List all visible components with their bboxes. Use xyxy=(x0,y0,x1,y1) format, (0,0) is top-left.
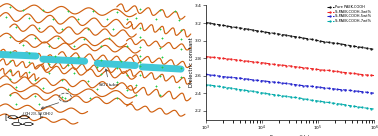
Si-PAEK-COOH-5wt% xyxy=(249,79,253,80)
Pure PAEK-COOH xyxy=(235,27,240,28)
Text: -(CH$_2$)$_3$-Si(OH)$_2$: -(CH$_2$)$_3$-Si(OH)$_2$ xyxy=(22,111,54,118)
Text: [: [ xyxy=(4,114,7,120)
Si-PAEK-COOH-3wt% xyxy=(358,73,362,75)
Text: SiO$_2$ tube: SiO$_2$ tube xyxy=(98,81,120,89)
Si-PAEK-COOH-7wt% xyxy=(249,90,253,92)
Si-PAEK-COOH-3wt% xyxy=(235,59,240,61)
Y-axis label: Dielectric constant: Dielectric constant xyxy=(189,38,194,87)
Si-PAEK-COOH-7wt% xyxy=(204,84,208,86)
Si-PAEK-COOH-7wt% xyxy=(364,107,368,109)
Line: Si-PAEK-COOH-5wt%: Si-PAEK-COOH-5wt% xyxy=(206,74,375,94)
Si-PAEK-COOH-5wt% xyxy=(211,74,215,76)
Si-PAEK-COOH-5wt% xyxy=(214,75,218,76)
Si-PAEK-COOH-3wt% xyxy=(249,61,253,62)
Si-PAEK-COOH-3wt% xyxy=(214,57,218,58)
Si-PAEK-COOH-5wt% xyxy=(364,91,368,93)
Si-PAEK-COOH-5wt% xyxy=(235,77,240,79)
Si-PAEK-COOH-5wt% xyxy=(204,74,208,75)
Si-PAEK-COOH-3wt% xyxy=(211,56,215,58)
Si-PAEK-COOH-3wt% xyxy=(204,56,208,57)
Si-PAEK-COOH-5wt% xyxy=(372,92,376,94)
X-axis label: Frequency (Hz): Frequency (Hz) xyxy=(270,135,310,136)
Si-PAEK-COOH-3wt% xyxy=(364,74,368,76)
Si-PAEK-COOH-7wt% xyxy=(211,85,215,86)
Text: ]$_n$: ]$_n$ xyxy=(38,113,44,121)
Line: Si-PAEK-COOH-3wt%: Si-PAEK-COOH-3wt% xyxy=(206,56,375,76)
Pure PAEK-COOH xyxy=(211,23,215,25)
Legend: Pure PAEK-COOH, Si-PAEK-COOH-3wt%, Si-PAEK-COOH-5wt%, Si-PAEK-COOH-7wt%: Pure PAEK-COOH, Si-PAEK-COOH-3wt%, Si-PA… xyxy=(326,5,372,23)
Pure PAEK-COOH xyxy=(214,24,218,25)
Si-PAEK-COOH-7wt% xyxy=(372,108,376,110)
Pure PAEK-COOH xyxy=(372,49,376,50)
Si-PAEK-COOH-5wt% xyxy=(358,91,362,92)
Si-PAEK-COOH-3wt% xyxy=(372,75,376,76)
Line: Si-PAEK-COOH-7wt%: Si-PAEK-COOH-7wt% xyxy=(206,84,375,110)
Si-PAEK-COOH-7wt% xyxy=(235,88,240,90)
Line: Pure PAEK-COOH: Pure PAEK-COOH xyxy=(206,22,375,50)
Pure PAEK-COOH xyxy=(364,47,368,49)
Si-PAEK-COOH-7wt% xyxy=(214,85,218,87)
Pure PAEK-COOH xyxy=(204,22,208,23)
Si-PAEK-COOH-7wt% xyxy=(358,106,362,108)
Pure PAEK-COOH xyxy=(249,29,253,30)
Pure PAEK-COOH xyxy=(358,46,362,48)
